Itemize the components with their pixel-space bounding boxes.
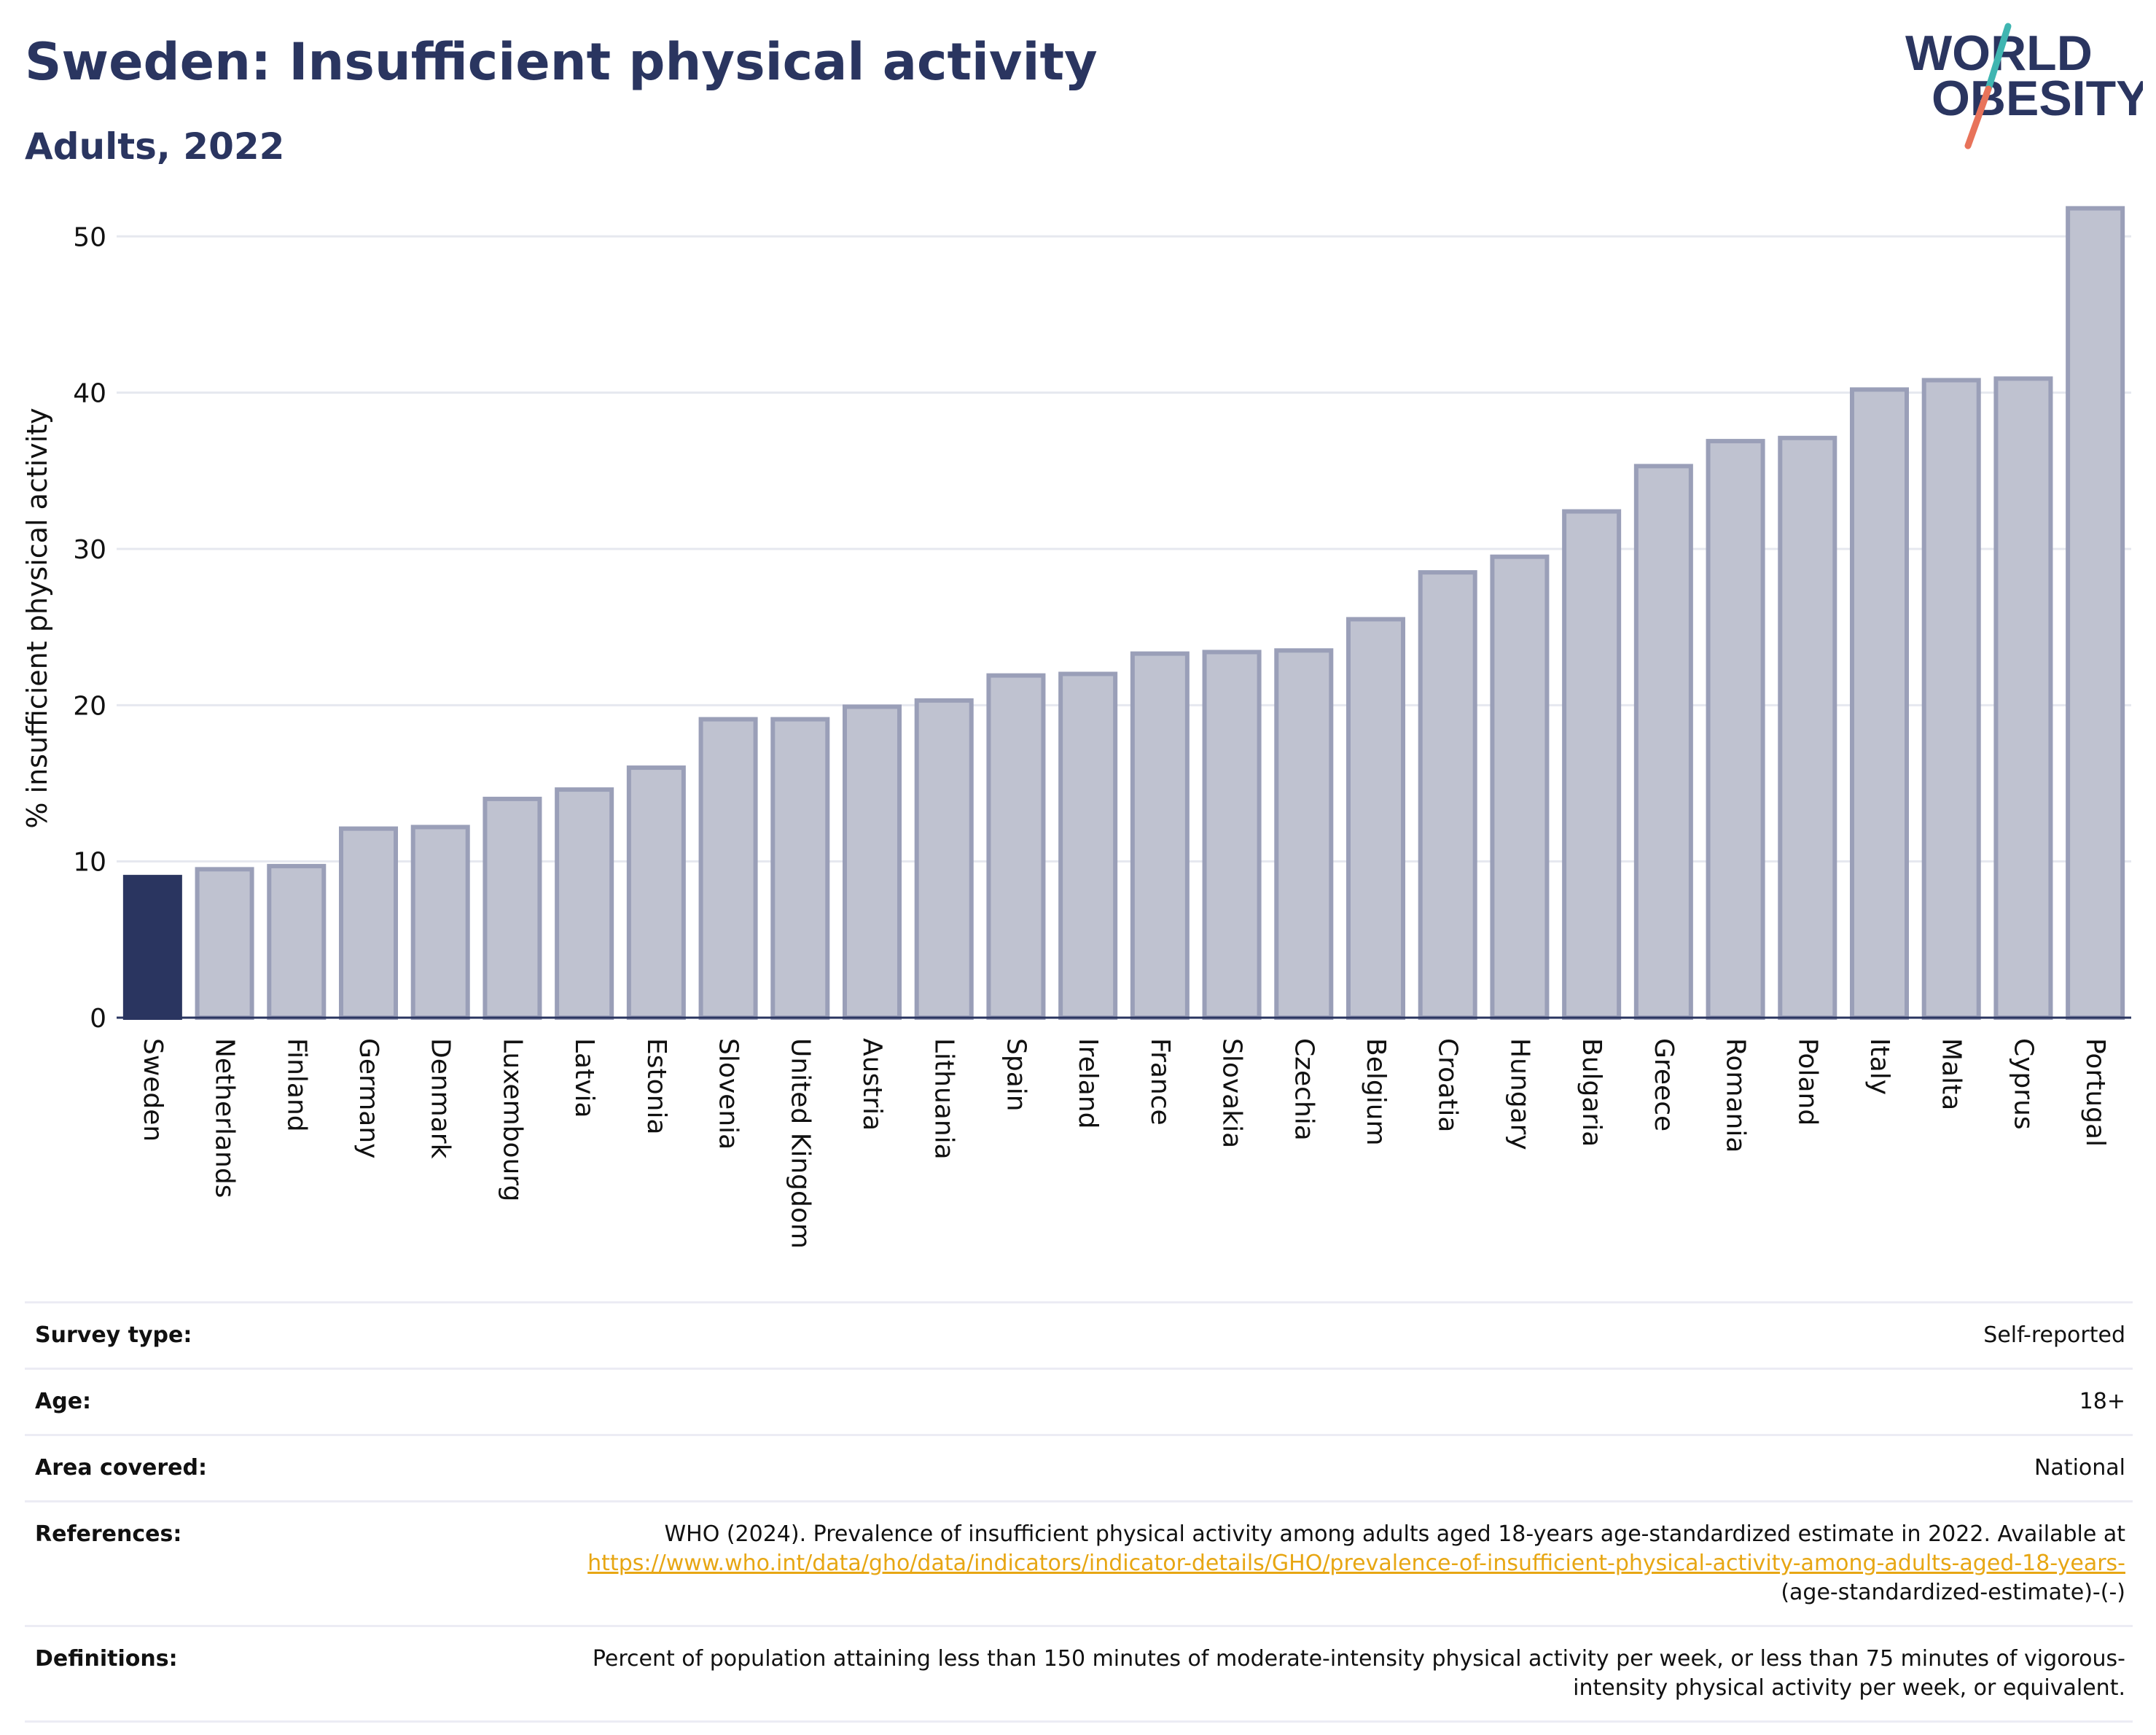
- meta-row-survey-type: Survey type: Self-reported: [25, 1303, 2133, 1370]
- metadata-table: Survey type: Self-reported Age: 18+ Area…: [25, 1301, 2133, 1723]
- x-label-greece: Greece: [1649, 1038, 1679, 1131]
- x-axis-labels: Sweden Netherlands Finland Germany Denmark Lu…: [138, 1038, 2110, 1249]
- references-text-after: (age-standardized-estimate)-(-): [1781, 1580, 2125, 1605]
- bar-italy: [1849, 387, 1910, 1020]
- bars: [122, 206, 2125, 1021]
- x-label-austria: Austria: [857, 1038, 887, 1131]
- x-label-italy: Italy: [1864, 1038, 1894, 1095]
- y-tick-label: 30: [73, 535, 106, 565]
- references-label: References:: [35, 1521, 182, 1547]
- bar-portugal: [2066, 206, 2125, 1021]
- y-axis-ticks: 0 10 20 30 40 50: [73, 222, 106, 1034]
- world-obesity-logo: WORLD OBESITY: [1905, 23, 2143, 149]
- bar-czechia: [1274, 648, 1334, 1020]
- bar-hungary: [1490, 554, 1550, 1020]
- x-label-finland: Finland: [281, 1038, 311, 1132]
- x-label-netherlands: Netherlands: [210, 1038, 240, 1198]
- x-label-portugal: Portugal: [2080, 1038, 2110, 1147]
- meta-row-area: Area covered: National: [25, 1436, 2133, 1502]
- bar-france: [1130, 651, 1190, 1020]
- chart-title: Sweden: Insufficient physical activity: [25, 32, 1098, 92]
- y-tick-label: 50: [73, 222, 106, 252]
- y-tick-label: 0: [90, 1004, 106, 1034]
- x-label-czechia: Czechia: [1289, 1038, 1319, 1141]
- x-label-spain: Spain: [1001, 1038, 1031, 1112]
- y-axis-label: % insufficient physical activity: [21, 408, 53, 828]
- x-label-belgium: Belgium: [1361, 1038, 1391, 1146]
- bar-slovenia: [698, 717, 758, 1020]
- bar-germany: [338, 826, 399, 1020]
- age-value: 18+: [2079, 1389, 2125, 1414]
- bar-lithuania: [914, 698, 974, 1020]
- x-label-latvia: Latvia: [569, 1038, 599, 1118]
- x-label-malta: Malta: [1937, 1038, 1966, 1110]
- y-tick-label: 40: [73, 379, 106, 409]
- x-label-france: France: [1145, 1038, 1175, 1126]
- bar-netherlands: [195, 867, 254, 1020]
- bar-ireland: [1058, 671, 1118, 1020]
- x-label-luxembourg: Luxembourg: [497, 1038, 527, 1201]
- bar-sweden: [122, 875, 182, 1021]
- x-label-romania: Romania: [1721, 1038, 1751, 1153]
- bar-denmark: [410, 824, 470, 1020]
- meta-row-age: Age: 18+: [25, 1370, 2133, 1436]
- bar-malta: [1921, 378, 1981, 1020]
- survey-type-label: Survey type:: [35, 1322, 192, 1348]
- bar-romania: [1706, 439, 1765, 1020]
- survey-type-value: Self-reported: [1983, 1322, 2125, 1348]
- bar-cyprus: [1993, 376, 2053, 1020]
- area-label: Area covered:: [35, 1455, 207, 1481]
- logo-slash-bottom: [1964, 85, 1992, 149]
- y-tick-label: 20: [73, 691, 106, 721]
- bar-austria: [842, 704, 902, 1021]
- chart-subtitle: Adults, 2022: [25, 125, 285, 168]
- x-label-poland: Poland: [1792, 1038, 1822, 1126]
- logo-word-obesity: OBESITY: [1932, 71, 2143, 126]
- x-label-hungary: Hungary: [1504, 1038, 1534, 1150]
- bar-belgium: [1345, 617, 1406, 1020]
- bar-croatia: [1418, 570, 1477, 1020]
- x-label-sweden: Sweden: [138, 1038, 168, 1142]
- x-label-slovenia: Slovenia: [714, 1038, 743, 1150]
- references-value: WHO (2024). Prevalence of insufficient p…: [566, 1520, 2125, 1607]
- x-label-croatia: Croatia: [1433, 1038, 1463, 1132]
- x-label-denmark: Denmark: [426, 1038, 456, 1159]
- age-label: Age:: [35, 1389, 92, 1414]
- bar-spain: [986, 673, 1046, 1021]
- bar-latvia: [555, 787, 614, 1021]
- meta-row-definitions: Definitions: Percent of population attai…: [25, 1627, 2133, 1723]
- definitions-value: Percent of population attaining less tha…: [592, 1646, 2125, 1701]
- x-label-slovakia: Slovakia: [1217, 1038, 1247, 1148]
- x-label-germany: Germany: [354, 1038, 383, 1158]
- x-label-united-kingdom: United Kingdom: [785, 1038, 815, 1249]
- definitions-label: Definitions:: [35, 1646, 178, 1672]
- y-tick-label: 10: [73, 848, 106, 878]
- x-label-cyprus: Cyprus: [2008, 1038, 2038, 1130]
- references-link[interactable]: https://www.who.int/data/gho/data/indica…: [587, 1551, 2125, 1576]
- bar-bulgaria: [1562, 509, 1622, 1020]
- bar-slovakia: [1202, 650, 1262, 1021]
- bar-united-kingdom: [770, 717, 830, 1020]
- logo-slash-top: [1985, 23, 2012, 93]
- bar-chart: 0 10 20 30 40 50 Sweden Netherlands Finland Germ…: [21, 206, 2131, 1249]
- bar-poland: [1778, 435, 1837, 1020]
- bar-greece: [1633, 464, 1693, 1020]
- x-label-estonia: Estonia: [641, 1038, 671, 1135]
- meta-row-references: References: WHO (2024). Prevalence of in…: [25, 1502, 2133, 1627]
- x-label-ireland: Ireland: [1073, 1038, 1103, 1129]
- references-text: WHO (2024). Prevalence of insufficient p…: [664, 1521, 2125, 1547]
- x-label-bulgaria: Bulgaria: [1577, 1038, 1606, 1147]
- bar-finland: [267, 864, 327, 1021]
- bar-estonia: [626, 765, 686, 1021]
- bar-luxembourg: [483, 796, 542, 1021]
- area-value: National: [2034, 1455, 2125, 1481]
- x-label-lithuania: Lithuania: [929, 1038, 959, 1160]
